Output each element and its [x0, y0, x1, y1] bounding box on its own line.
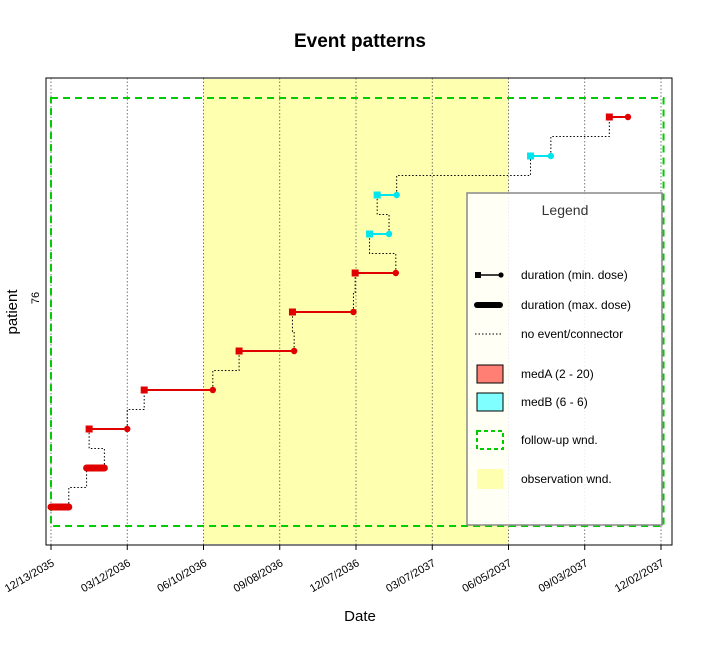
x-tick-label: 06/10/2036	[155, 557, 209, 595]
legend-item-label: medA (2 - 20)	[521, 367, 594, 381]
events-layer	[47, 113, 632, 511]
event-end-marker	[209, 386, 217, 394]
x-tick-label: 09/08/2036	[232, 557, 286, 595]
y-tick-label: 76	[30, 292, 42, 304]
x-tick-label: 03/07/2037	[384, 557, 438, 595]
event-start-marker	[527, 152, 535, 160]
event-connector	[376, 195, 390, 234]
event-end-marker	[624, 113, 632, 121]
event-end-marker	[290, 347, 298, 355]
legend-med-swatch	[476, 392, 504, 412]
legend-item-label: follow-up wnd.	[521, 433, 598, 447]
legend-observation-swatch	[477, 469, 503, 489]
x-tick-label: 12/02/2037	[613, 557, 667, 595]
event-start-marker	[235, 347, 243, 355]
legend-item-label: medB (6 - 6)	[521, 395, 588, 409]
event-connector	[88, 429, 105, 468]
event-start-marker	[373, 191, 381, 199]
x-tick-label: 12/13/2035	[3, 557, 57, 595]
event-connector	[126, 390, 145, 429]
event-end-marker	[393, 191, 400, 199]
event-end-marker	[124, 425, 131, 433]
event-end-marker	[392, 269, 400, 277]
follow-up-window	[50, 97, 665, 527]
legend-follow-up-swatch	[476, 430, 504, 450]
legend: Legend duration (min. dose) duration (max.…	[466, 192, 663, 526]
event-end-marker	[547, 152, 555, 160]
legend-start-marker	[475, 272, 481, 278]
follow-up-window-layer	[50, 97, 665, 527]
x-tick-label: 03/12/2036	[79, 557, 133, 595]
x-tick-label: 12/07/2036	[308, 557, 362, 595]
legend-item-label: duration (max. dose)	[521, 298, 631, 312]
legend-title: Legend	[542, 202, 589, 218]
legend-end-marker	[498, 272, 504, 278]
x-tick-label: 09/03/2037	[537, 557, 591, 595]
connector-layer	[68, 117, 610, 507]
legend-item-label: no event/connector	[521, 327, 623, 341]
legend-item-label: duration (min. dose)	[521, 268, 628, 282]
event-end-marker	[350, 308, 357, 316]
event-connector	[212, 351, 240, 390]
event-start-marker	[605, 113, 613, 121]
event-connector	[369, 234, 397, 273]
chart-title: Event patterns	[294, 31, 426, 52]
legend-item-label: observation wnd.	[521, 472, 612, 486]
x-axis-title: Date	[344, 608, 376, 625]
event-connector	[68, 468, 88, 507]
event-end-marker	[385, 230, 393, 238]
event-start-marker	[351, 269, 359, 277]
event-start-marker	[85, 425, 93, 433]
y-axis-title: patient	[4, 289, 21, 335]
legend-med-swatch	[476, 364, 504, 384]
x-tick-label: 06/05/2037	[460, 557, 514, 595]
event-start-marker	[366, 230, 374, 238]
event-connector	[550, 117, 610, 156]
event-start-marker	[140, 386, 148, 394]
event-start-marker	[288, 308, 296, 316]
